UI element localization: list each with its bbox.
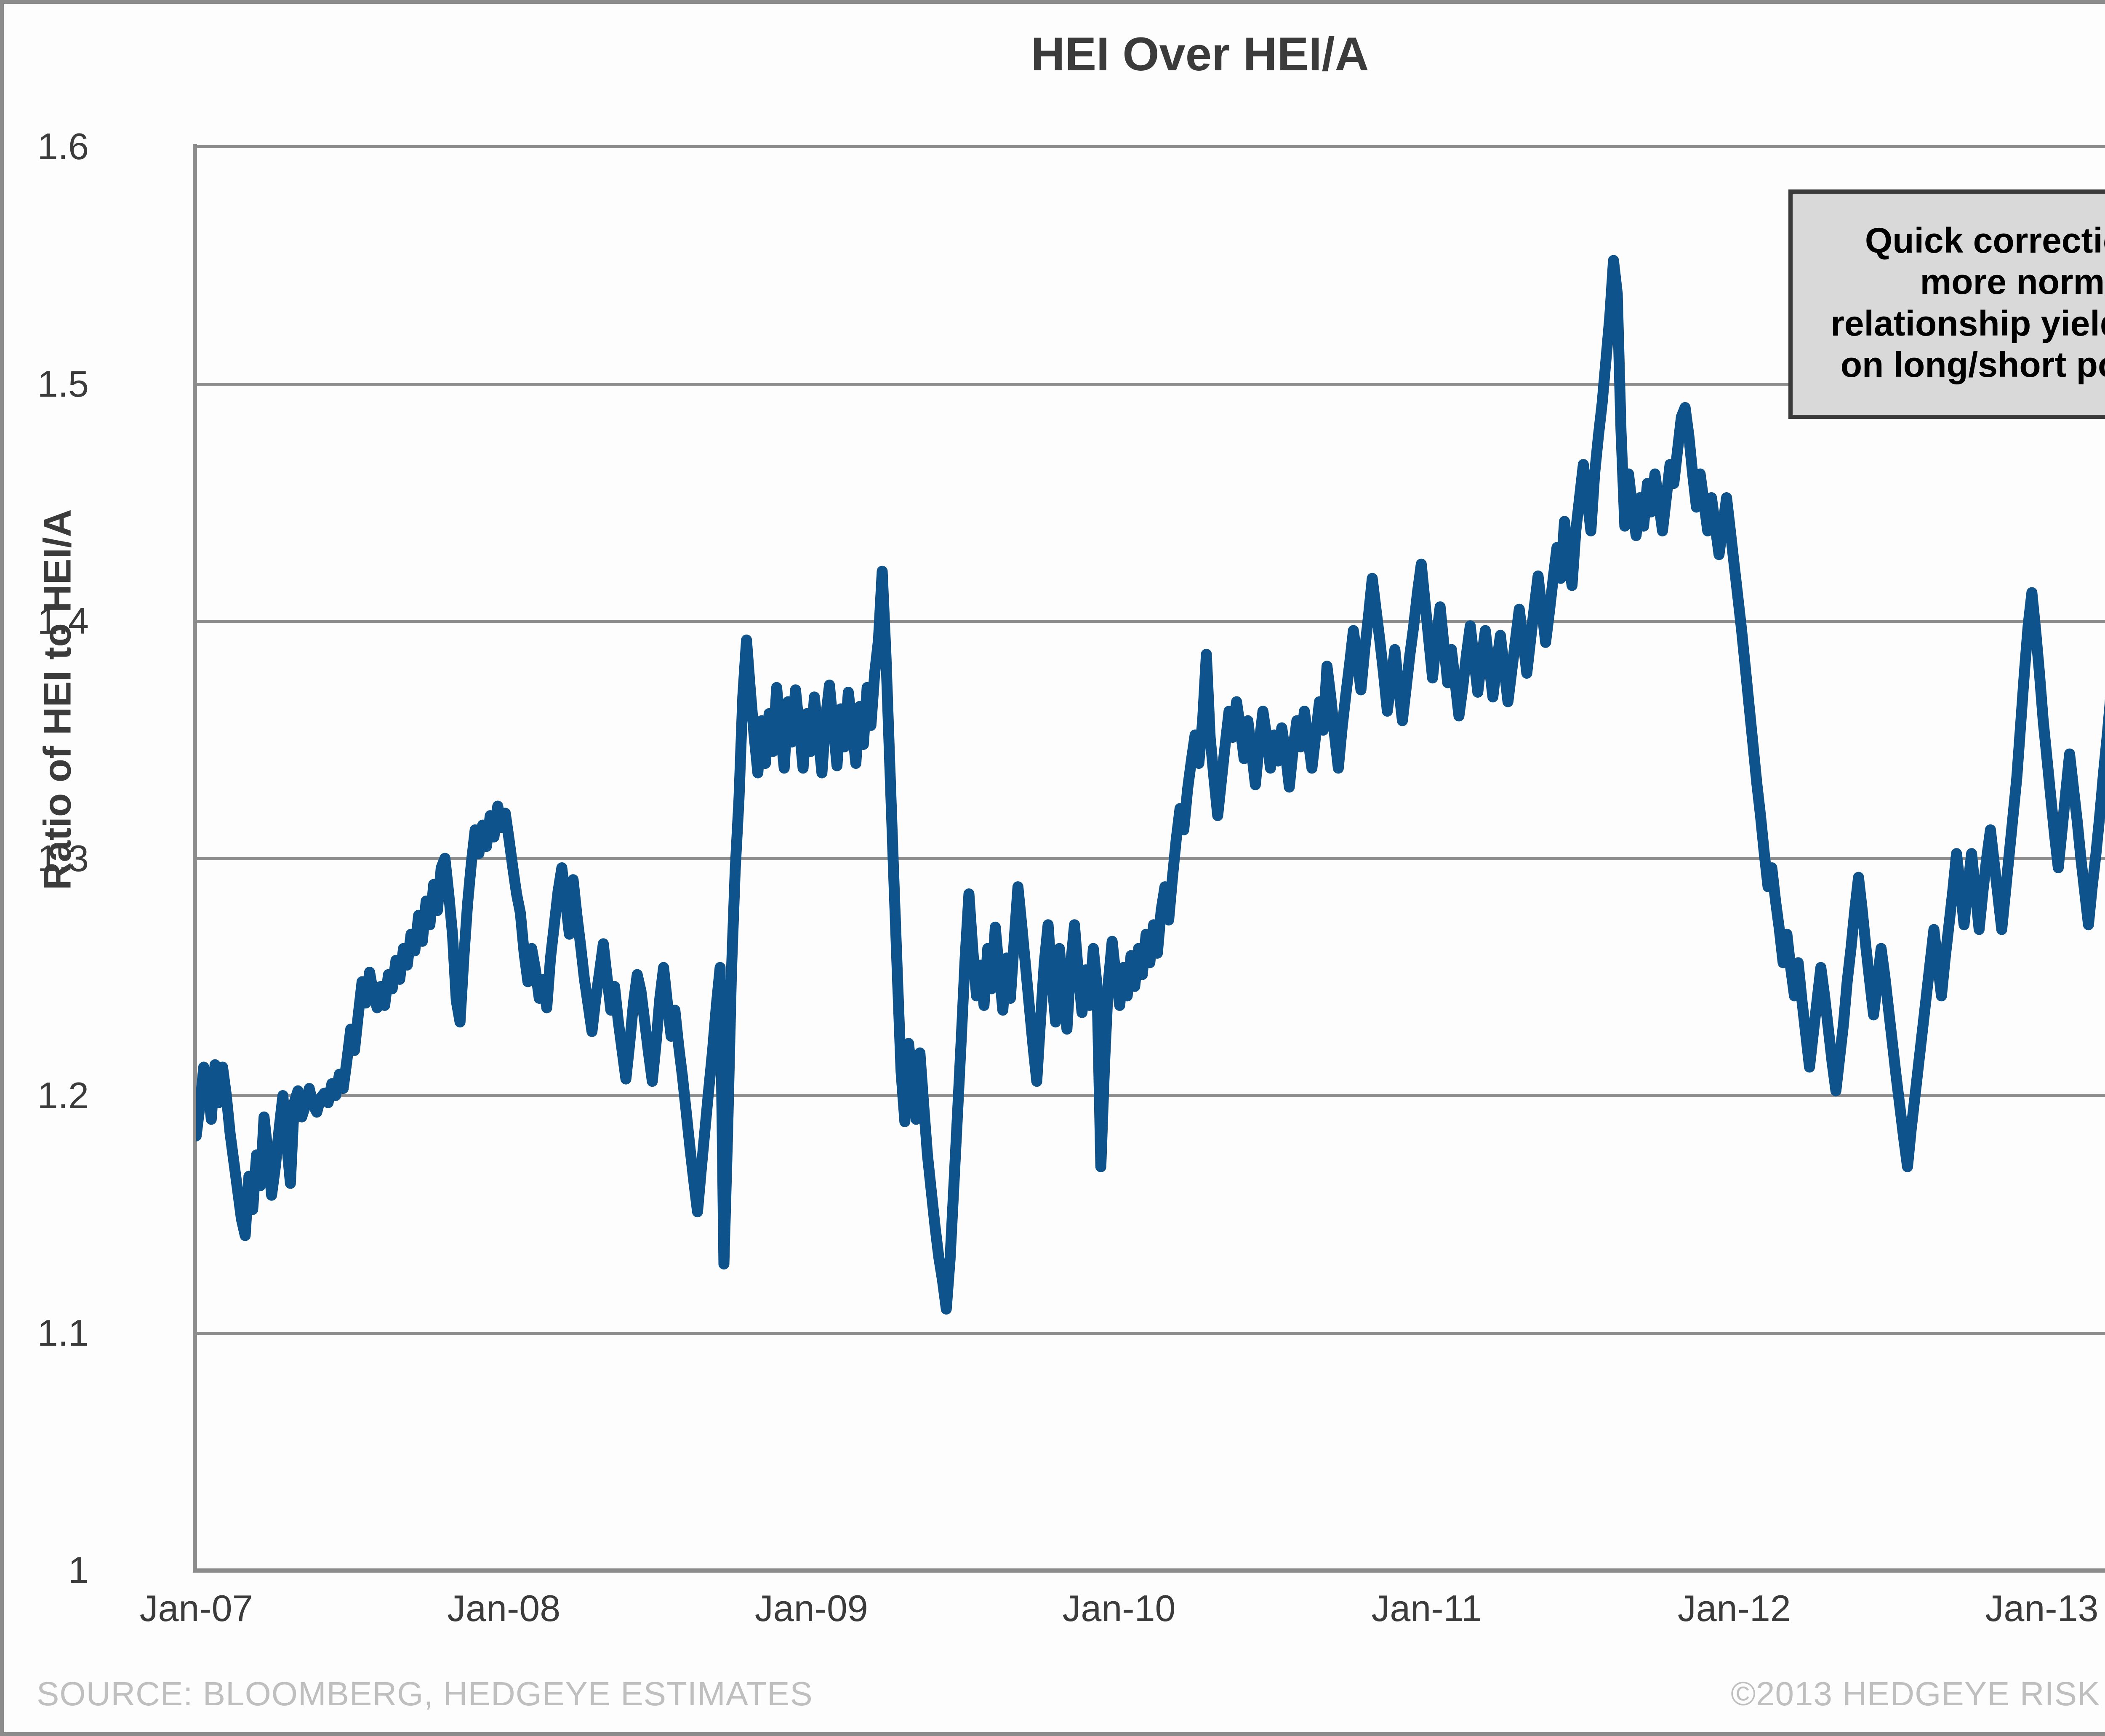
gridline (196, 620, 2105, 623)
y-axis-tick-label: 1.3 (37, 837, 89, 879)
x-axis-tick-label: Jan-09 (754, 1587, 868, 1629)
x-axis-tick-label: Jan-07 (139, 1587, 253, 1629)
annotation-line-3: relationship yields gain (1831, 303, 2105, 343)
gridline (196, 145, 2105, 148)
x-axis-tick-label: Jan-11 (1371, 1587, 1482, 1629)
chart-title: HEI Over HEI/A (1031, 28, 1369, 80)
y-axis-tick-label: 1.4 (37, 600, 89, 642)
footer-source-text: SOURCE: BLOOMBERG, HEDGEYE ESTIMATES (37, 1675, 813, 1712)
annotation-callout: Quick correction to more normal relation… (1788, 189, 2105, 419)
y-axis-title: Ratio of HEI to HEI/A (36, 509, 79, 890)
annotation-line-2: more normal (1920, 262, 2105, 302)
x-axis-tick-label: Jan-13 (1985, 1587, 2099, 1629)
y-axis-tick-label: 1.6 (37, 125, 89, 167)
x-axis-tick-label: Jan-12 (1677, 1587, 1791, 1629)
x-axis-tick-label: Jan-08 (447, 1587, 561, 1629)
x-axis-line (193, 1568, 2105, 1573)
y-axis-tick-label: 1 (68, 1549, 89, 1591)
x-axis-tick-label: Jan-10 (1062, 1587, 1176, 1629)
annotation-line-1: Quick correction to (1865, 221, 2105, 260)
gridline (196, 1094, 2105, 1097)
gridline (196, 382, 2105, 386)
gridline (196, 857, 2105, 860)
y-axis-tick-label: 1.1 (37, 1312, 89, 1354)
footer-copyright-text: ©2013 HEDGEYE RISK MANAGEMENT (1731, 1675, 2105, 1712)
annotation-line-4: on long/short position (1840, 344, 2105, 384)
gridline (196, 1331, 2105, 1335)
y-axis-line (193, 144, 197, 1573)
y-axis-tick-label: 1.5 (37, 363, 89, 405)
series-line-chart (196, 255, 2105, 1315)
y-axis-tick-label: 1.2 (37, 1075, 89, 1116)
series-line-hei-over-hei-a (196, 255, 2105, 1315)
